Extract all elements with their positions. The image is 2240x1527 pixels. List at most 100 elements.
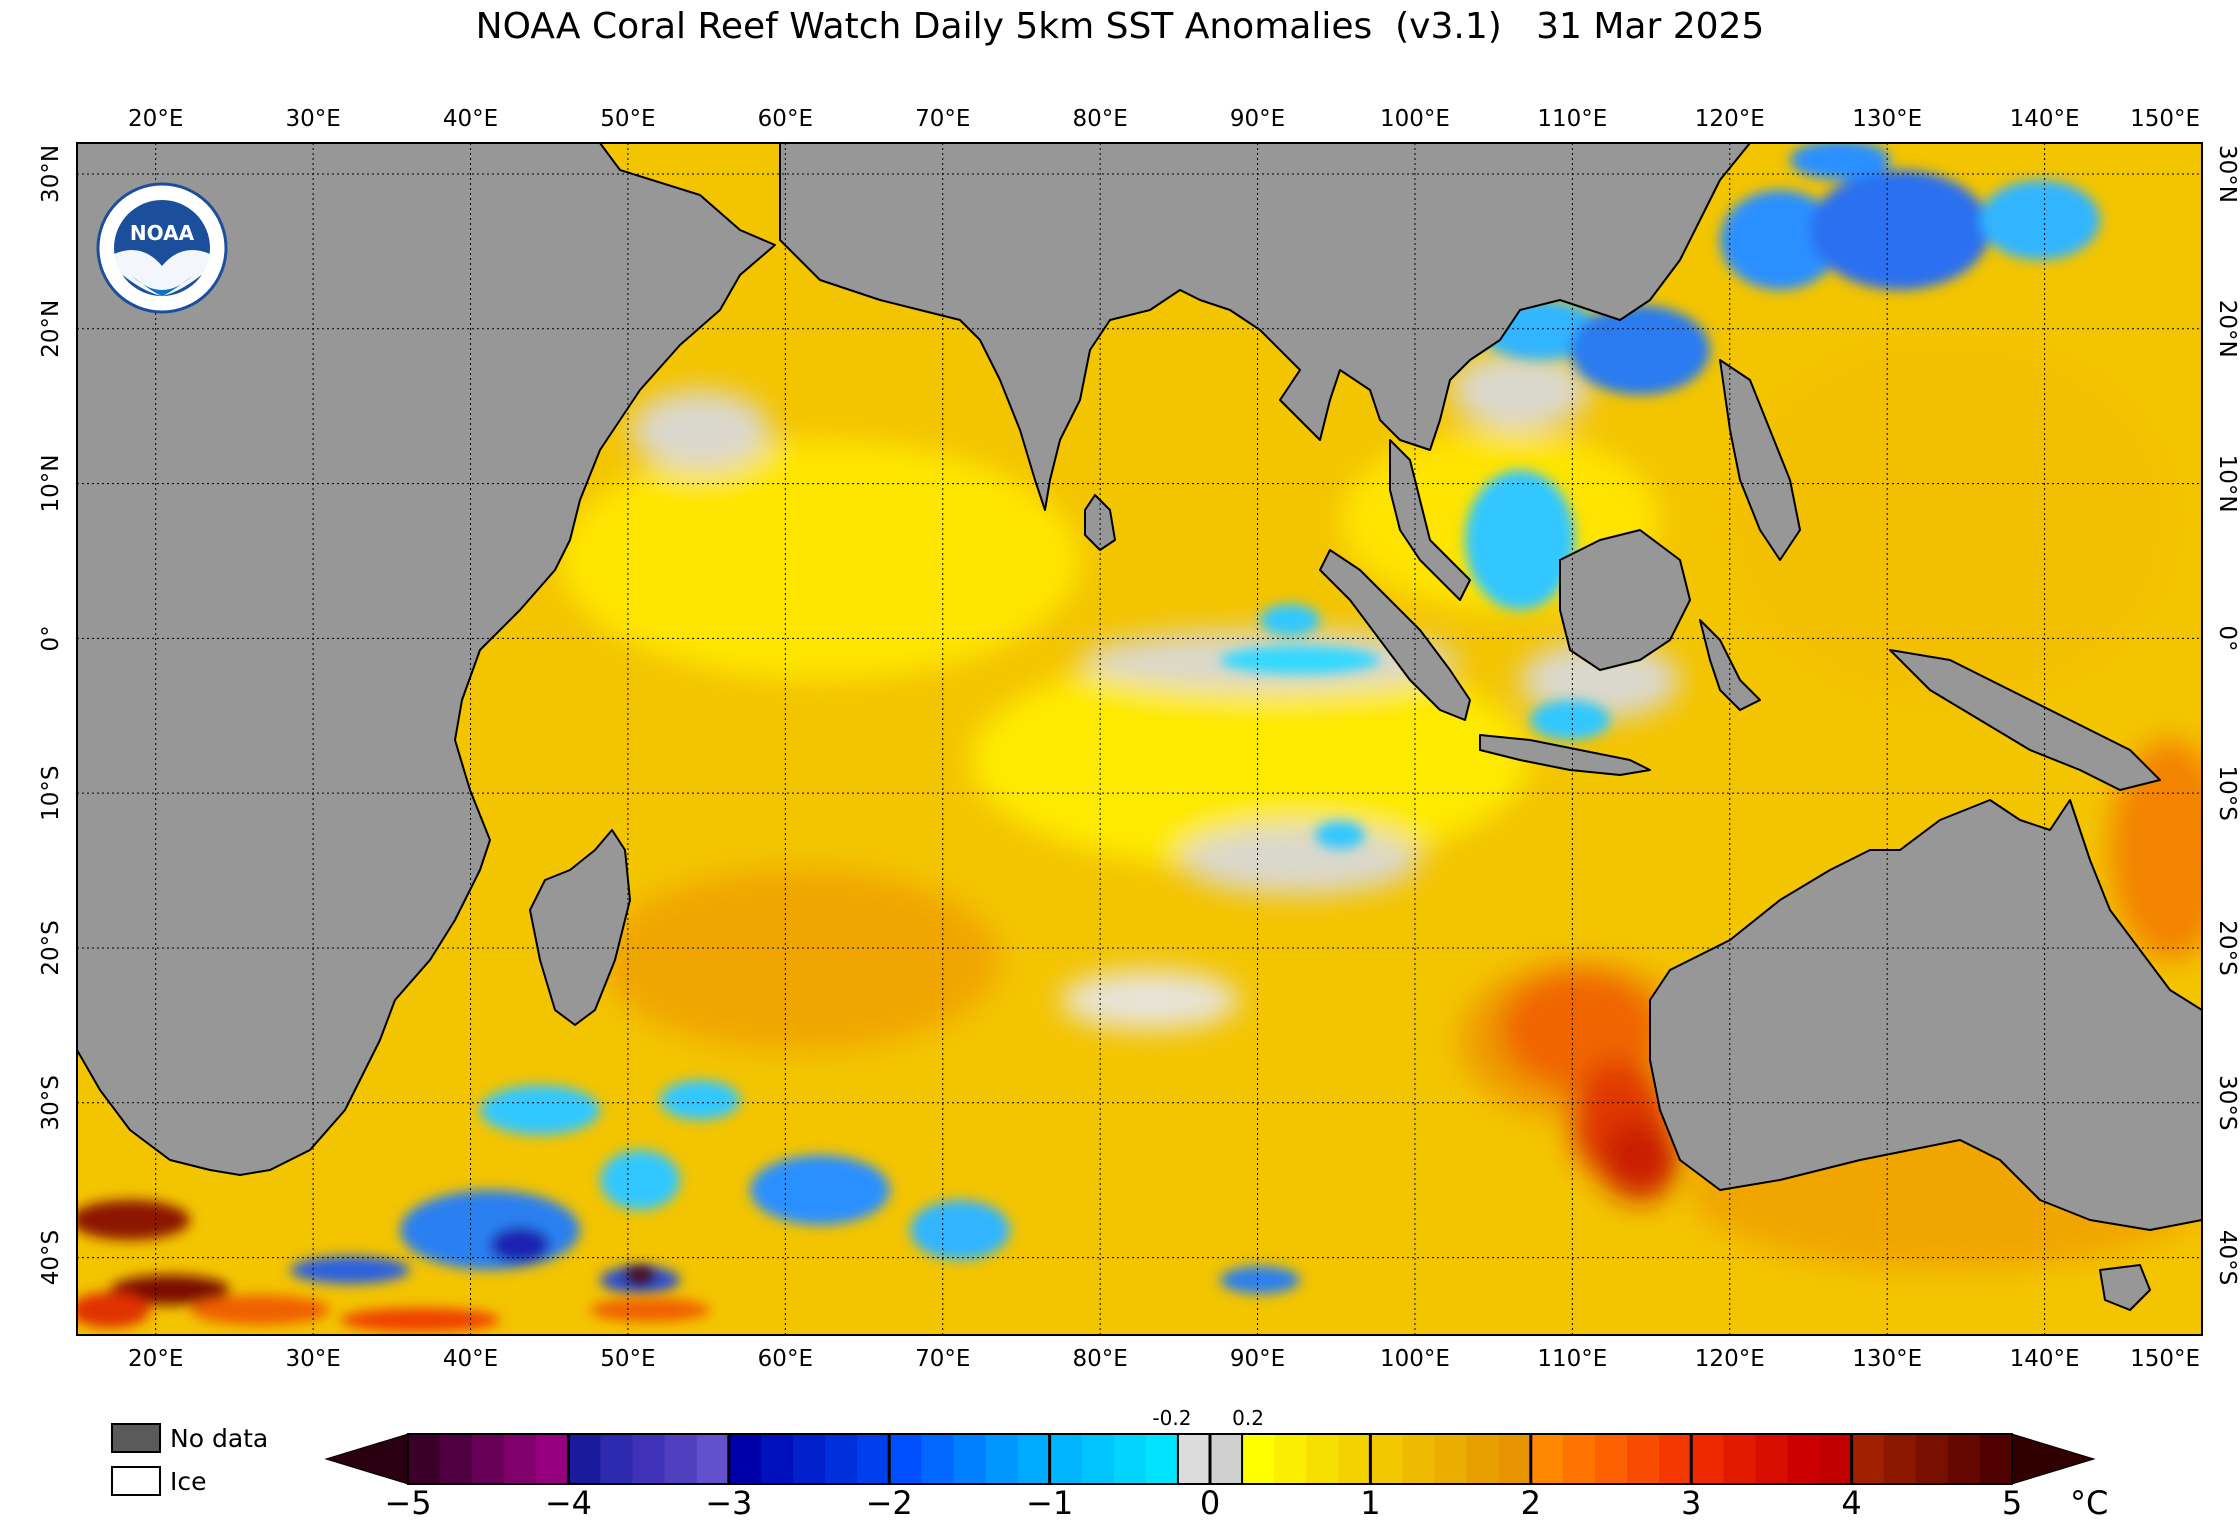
colorbar-swatch [857,1434,890,1484]
lat-label-left: 20°S [38,920,64,975]
lon-label-top: 20°E [128,106,183,132]
lat-label-left: 10°N [38,455,64,513]
colorbar-swatch [792,1434,826,1484]
colorbar-swatch [1594,1434,1628,1484]
lat-label-right: 30°S [2214,1075,2240,1130]
lon-label-top: 100°E [1380,106,1450,132]
colorbar-swatch [1562,1434,1596,1484]
map-frame [76,142,2203,1336]
land [77,143,2202,1311]
land-java [1479,734,1651,776]
lon-label-bottom: 110°E [1537,1346,1607,1372]
colorbar-swatch [728,1434,762,1484]
colorbar-swatch [825,1434,858,1484]
colorbar-swatch [440,1434,473,1484]
colorbar-swatch [1049,1434,1083,1484]
colorbar-swatch [1627,1434,1660,1484]
lat-label-left: 40°S [38,1230,64,1285]
lat-label-right: 20°N [2214,300,2240,358]
colorbar-swatch [504,1434,537,1484]
colorbar-swatch [1659,1434,1692,1484]
lat-label-left: 30°N [38,145,64,203]
graticule [77,143,2202,1335]
lon-label-bottom: 50°E [600,1346,655,1372]
lon-label-bottom: 80°E [1072,1346,1127,1372]
lon-label-top: 30°E [285,106,340,132]
colorbar-tick-label: −4 [545,1484,592,1522]
land-africa-arabia [77,143,776,1176]
longitude-labels-top: 20°E 30°E 40°E 50°E 60°E 70°E 80°E 90°E 100°E 110… [128,106,2200,132]
colorbar-tick-labels: −5 −4 −3 −2 −1 0 1 2 3 4 5 -0.2 0.2 [384,1406,2022,1522]
lon-label-top: 140°E [2010,106,2080,132]
colorbar-swatch [1177,1434,1211,1484]
land-madagascar [529,829,631,1026]
noaa-seagull-logo-icon [114,250,210,296]
colorbar-frame [407,1433,2013,1485]
colorbar-swatch [1979,1434,2013,1484]
land-sumatra [1319,549,1471,721]
colorbar-over-arrow [2011,1433,2096,1485]
colorbar-swatch [472,1434,505,1484]
colorbar-swatch [696,1434,730,1484]
colorbar-tick-label: −5 [384,1484,431,1522]
cool-anomaly-field [290,143,2100,1294]
noaa-logo-text: NOAA [130,221,195,245]
colorbar-under-arrow [324,1433,409,1485]
colorbar-swatch [664,1434,698,1484]
colorbar-swatch [1145,1434,1179,1484]
colorbar-swatch [1851,1434,1885,1484]
colorbar-swatch [1755,1434,1789,1484]
lat-label-left: 10°S [38,765,64,820]
colorbar-swatch [1787,1434,1821,1484]
lat-label-left: 0° [38,625,64,651]
legend-no-data-label: No data [170,1424,268,1453]
lat-label-right: 30°N [2214,145,2240,203]
lon-label-bottom: 20°E [128,1346,183,1372]
colorbar-swatch [985,1434,1019,1484]
colorbar-tick-label: 5 [2002,1484,2022,1522]
lat-label-left: 30°S [38,1075,64,1130]
colorbar-swatch [760,1434,794,1484]
colorbar-swatch [1434,1434,1468,1484]
lon-label-bottom: 130°E [1852,1346,1922,1372]
legend-no-data-swatch [111,1423,161,1453]
land-indochina [1389,439,1471,601]
colorbar-swatch [1242,1434,1275,1484]
map-title: NOAA Coral Reef Watch Daily 5km SST Anom… [475,6,1765,47]
lon-label-top: 70°E [915,106,970,132]
colorbar-swatch [921,1434,954,1484]
colorbar-swatch [1691,1434,1724,1484]
lon-label-bottom: 60°E [758,1346,813,1372]
colorbar-tick-label: −1 [1026,1484,1073,1522]
lon-label-top: 90°E [1230,106,1285,132]
colorbar-swatch [632,1434,666,1484]
colorbar-tick-label: −2 [866,1484,913,1522]
lon-label-top: 80°E [1072,106,1127,132]
colorbar-swatch [600,1434,634,1484]
latitude-labels-right: 30°N 20°N 10°N 0° 10°S 20°S 30°S 40°S [2214,145,2240,1285]
lon-label-top: 110°E [1537,106,1607,132]
lon-label-bottom: 70°E [915,1346,970,1372]
colorbar-swatch [536,1434,569,1484]
colorbar-swatch [1402,1434,1436,1484]
colorbar-unit: °C [2070,1484,2108,1522]
colorbar-tick-label: 2 [1521,1484,1541,1522]
lon-label-bottom: 120°E [1695,1346,1765,1372]
land-tasmania [2099,1264,2151,1311]
lon-label-top: 130°E [1852,106,1922,132]
lat-label-right: 0° [2214,625,2240,651]
lon-label-bottom: 40°E [443,1346,498,1372]
lon-label-top: 40°E [443,106,498,132]
land-borneo [1559,529,1691,671]
longitude-labels-bottom: 20°E 30°E 40°E 50°E 60°E 70°E 80°E 90°E 100°E 110… [128,1346,2200,1372]
noaa-logo: NOAA [96,182,228,314]
colorbar-tick-label: 0 [1200,1484,1220,1522]
colorbar-swatch [408,1434,441,1484]
colorbar-swatch [1466,1434,1500,1484]
colorbar-swatch [1338,1434,1371,1484]
colorbar-swatch [1723,1434,1756,1484]
lon-label-bottom: 30°E [285,1346,340,1372]
colorbar-swatch [1210,1434,1243,1484]
lon-label-bottom: 140°E [2010,1346,2080,1372]
land-new-guinea [1889,649,2161,791]
